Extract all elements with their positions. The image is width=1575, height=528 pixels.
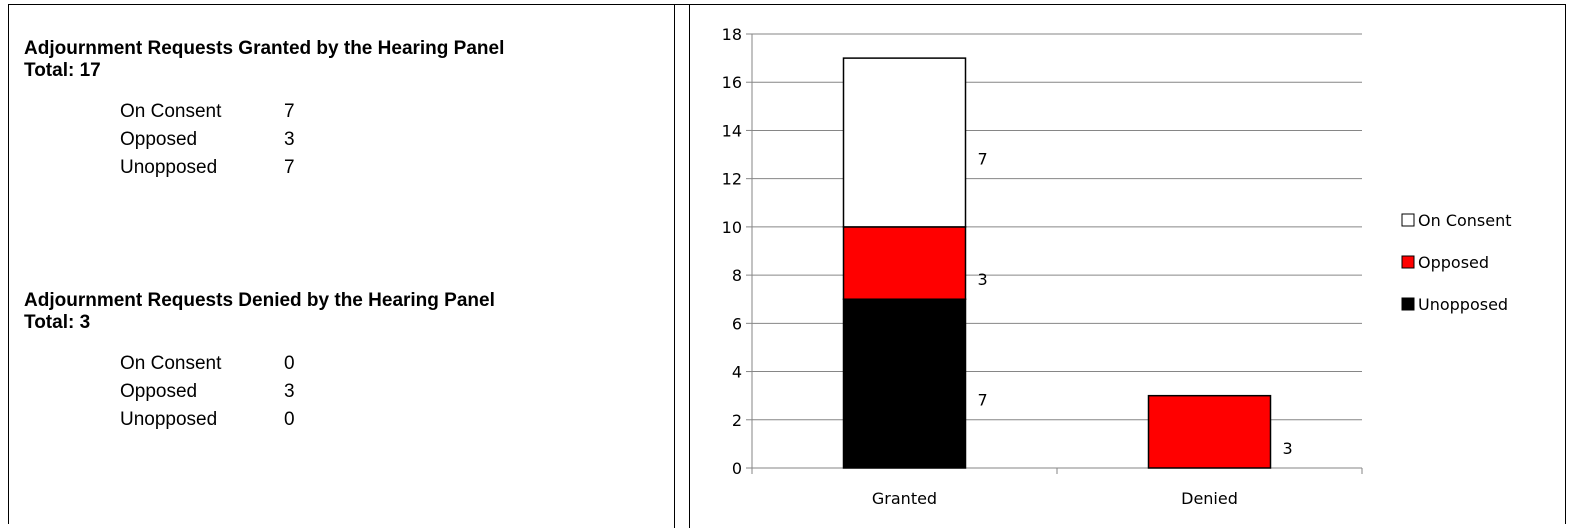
legend-label: Unopposed [1418,295,1508,314]
cell-divider [689,4,690,528]
legend-label: On Consent [1418,211,1512,230]
denied-section: Adjournment Requests Denied by the Heari… [24,290,495,434]
denied-breakdown: On Consent 0 Opposed 3 Unopposed 0 [120,350,324,434]
legend-label: Opposed [1418,253,1489,272]
table-row: On Consent 7 [120,98,324,126]
legend-swatch [1401,297,1415,311]
x-tick-label: Denied [1181,489,1238,508]
table-row: Unopposed 0 [120,406,324,434]
row-label: Opposed [120,129,198,150]
row-value: 3 [284,381,295,402]
granted-breakdown: On Consent 7 Opposed 3 Unopposed 7 [120,98,324,182]
y-tick-label: 16 [722,73,742,92]
y-tick-label: 4 [732,363,742,382]
x-tick-label: Granted [872,489,937,508]
y-tick-label: 18 [722,25,742,44]
bar-segment-opposed [1147,394,1272,469]
row-value: 7 [284,157,295,178]
legend-swatch [1401,255,1415,269]
y-tick-label: 12 [722,170,742,189]
cell-divider [674,4,675,528]
table-row: On Consent 0 [120,350,324,378]
denied-title: Adjournment Requests Denied by the Heari… [24,290,495,311]
granted-title: Adjournment Requests Granted by the Hear… [24,38,505,59]
row-value: 0 [284,353,295,374]
row-value: 7 [284,101,295,122]
bar-segment-on-consent [842,57,967,228]
data-label: 3 [1283,439,1293,458]
table-row: Opposed 3 [120,378,324,406]
bar-segment-opposed [842,226,967,300]
table-border [8,4,1566,524]
legend-swatch [1401,213,1415,227]
y-tick-label: 0 [732,459,742,478]
row-label: On Consent [120,101,222,122]
bar-segment-unopposed [842,298,967,469]
denied-total: Total: 3 [24,312,91,333]
granted-total: Total: 17 [24,60,101,81]
row-label: Unopposed [120,157,218,178]
granted-section: Adjournment Requests Granted by the Hear… [24,38,504,182]
y-tick-label: 6 [732,314,742,333]
data-label: 7 [978,150,988,169]
data-label: 3 [978,270,988,289]
row-value: 0 [284,409,295,430]
stacked-bar-chart: 0 2 4 6 8 10 12 14 16 18 7 3 7 Granted 3 Denied On Conse… [722,25,1512,508]
y-tick-label: 10 [722,218,742,237]
table-row: Opposed 3 [120,126,324,154]
row-value: 3 [284,129,295,150]
row-label: On Consent [120,353,222,374]
row-label: Unopposed [120,409,218,430]
table-row: Unopposed 7 [120,154,324,182]
y-tick-label: 8 [732,266,742,285]
y-tick-label: 2 [732,411,742,430]
y-tick-label: 14 [722,121,742,140]
data-label: 7 [978,391,988,410]
row-label: Opposed [120,381,198,402]
